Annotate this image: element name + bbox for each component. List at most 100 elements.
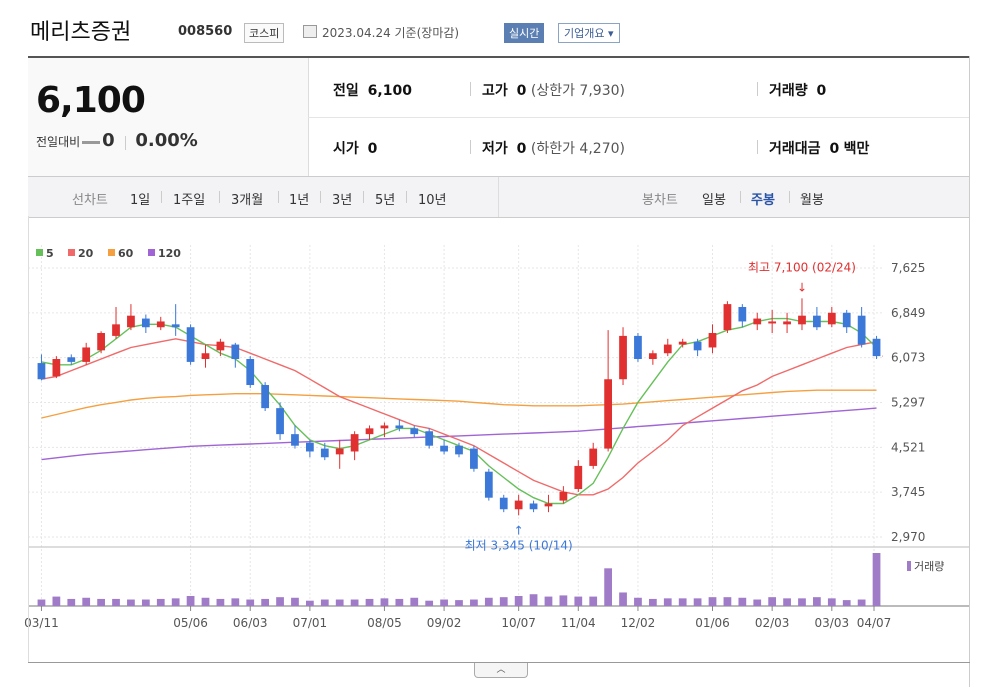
- x-tick-label: 08/05: [367, 616, 402, 630]
- volume-bar: [514, 595, 523, 606]
- period-10y[interactable]: 10년: [418, 193, 447, 208]
- volume-bar: [499, 597, 508, 606]
- volume-bar: [574, 596, 583, 606]
- volume-bar: [663, 598, 672, 606]
- candle-body: [335, 448, 344, 455]
- y-tick-label: 2,970: [891, 530, 925, 544]
- candle: [619, 327, 627, 386]
- candle: [306, 439, 314, 458]
- candle: [857, 307, 866, 348]
- candle-body: [768, 321, 777, 324]
- period-5y[interactable]: 5년: [375, 193, 396, 208]
- volume-bar: [813, 597, 821, 606]
- candle: [201, 344, 210, 368]
- period-1w[interactable]: 1주일: [173, 193, 206, 208]
- candle: [559, 486, 568, 504]
- volume-bar: [544, 596, 553, 606]
- base-date: 2023.04.24 기준(장마감): [322, 26, 460, 40]
- period-1d[interactable]: 1일: [130, 193, 151, 208]
- arrow-down-icon: ↓: [797, 280, 807, 294]
- candle: [813, 307, 821, 331]
- candle-body: [589, 448, 598, 466]
- candle: [127, 304, 135, 331]
- candle: [52, 356, 61, 379]
- candle: [291, 425, 299, 449]
- candle-body: [798, 315, 806, 325]
- change-label: 전일대비: [36, 135, 81, 149]
- candle: [723, 301, 732, 334]
- candle-body: [127, 315, 135, 328]
- legend-label: 60: [118, 247, 134, 260]
- candle-body: [783, 321, 791, 325]
- legend-swatch: [68, 249, 75, 256]
- volume-bar: [395, 598, 404, 606]
- candle-body: [753, 318, 762, 325]
- candle: [335, 439, 344, 469]
- candle-body: [574, 465, 583, 490]
- candle: [37, 354, 46, 381]
- candle: [186, 324, 195, 365]
- legend-swatch: [36, 249, 43, 256]
- candle-chart-label: 봉차트: [642, 193, 678, 208]
- candle: [365, 425, 374, 440]
- candle: [738, 304, 747, 328]
- candle-body: [425, 431, 434, 446]
- volume-bar: [798, 598, 806, 606]
- volume: 거래량 0: [769, 83, 827, 99]
- volume-bar: [127, 599, 135, 606]
- candle-body: [320, 448, 329, 458]
- volume-bar: [306, 600, 314, 606]
- volume-bar: [141, 599, 150, 606]
- x-tick-label: 12/02: [621, 616, 656, 630]
- candle-body: [67, 357, 76, 362]
- price-box: 6,100 전일대비 0 0.00%: [28, 58, 309, 176]
- candle: [231, 342, 240, 368]
- candle-body: [141, 318, 150, 328]
- volume-bar: [678, 598, 687, 606]
- x-tick-label: 06/03: [233, 616, 268, 630]
- candle-weekly[interactable]: 주봉: [751, 193, 775, 208]
- candle: [440, 439, 448, 455]
- period-3y[interactable]: 3년: [332, 193, 353, 208]
- candle-body: [738, 307, 747, 322]
- volume-bar: [634, 597, 642, 606]
- low-price: 저가 0 (하한가 4,270): [482, 141, 625, 157]
- candle-body: [604, 379, 612, 449]
- candle: [783, 312, 791, 334]
- volume-bar: [470, 599, 478, 606]
- candle-body: [216, 341, 225, 351]
- company-info-button[interactable]: 기업개요 ▾: [558, 23, 620, 43]
- collapse-button[interactable]: ︿: [474, 663, 528, 678]
- candle-body: [514, 500, 523, 510]
- volume-bar: [484, 597, 493, 606]
- candle: [141, 314, 150, 334]
- volume-bar: [112, 598, 120, 606]
- candle-body: [246, 359, 255, 386]
- x-tick-label: 10/07: [501, 616, 536, 630]
- candle-body: [634, 335, 642, 360]
- candle-body: [291, 434, 299, 446]
- volume-bar: [842, 600, 851, 606]
- candle-body: [708, 333, 717, 348]
- volume-bar: [37, 599, 46, 606]
- line-chart-label: 선차트: [72, 193, 108, 208]
- candle: [798, 298, 806, 331]
- period-3m[interactable]: 3개월: [231, 193, 264, 208]
- change-value: 0: [102, 130, 115, 151]
- candle-body: [544, 503, 553, 507]
- candle-body: [693, 341, 702, 351]
- legend-label: 20: [78, 247, 94, 260]
- period-1y[interactable]: 1년: [289, 193, 310, 208]
- realtime-button[interactable]: 실시간: [504, 23, 545, 43]
- volume-bar: [455, 600, 463, 606]
- volume-bar: [648, 598, 657, 606]
- volume-bar: [425, 600, 434, 606]
- volume-bar: [559, 595, 568, 606]
- y-tick-label: 6,849: [891, 306, 925, 320]
- candle-body: [231, 344, 240, 360]
- volume-bar: [440, 599, 448, 606]
- volume-bar: [335, 599, 344, 606]
- candle-monthly[interactable]: 월봉: [800, 193, 824, 208]
- candle-daily[interactable]: 일봉: [702, 193, 726, 208]
